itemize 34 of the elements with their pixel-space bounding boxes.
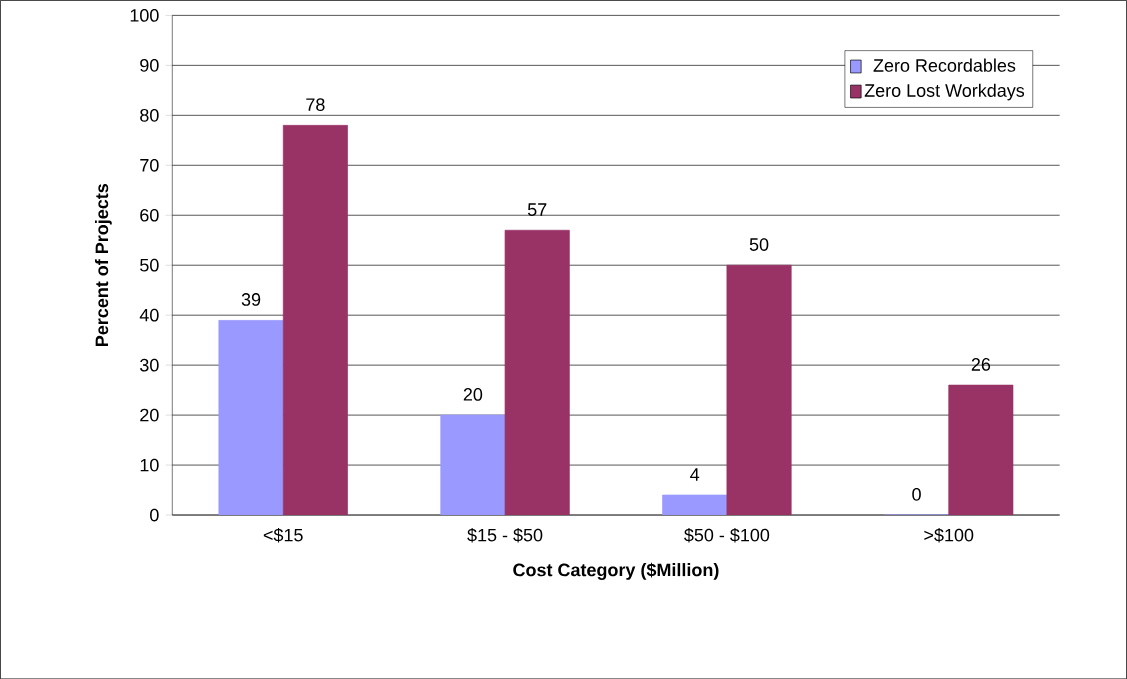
y-tick-label: 100 bbox=[130, 8, 159, 22]
x-tick-label: >$100 bbox=[924, 527, 974, 543]
y-tick-label: 40 bbox=[139, 308, 159, 322]
y-tick-label: 30 bbox=[140, 358, 159, 372]
x-axis-title: Cost Category ($Million) bbox=[513, 562, 719, 580]
bar bbox=[218, 319, 284, 515]
bar bbox=[440, 414, 506, 515]
x-tick-label: $15 - $50 bbox=[467, 527, 543, 543]
y-tick-label: 0 bbox=[150, 508, 159, 522]
y-tick-label: 80 bbox=[140, 108, 159, 122]
y-tick-label: 90 bbox=[140, 58, 159, 72]
y-tick-label: 50 bbox=[140, 258, 159, 272]
bar bbox=[504, 229, 570, 515]
bar bbox=[282, 124, 348, 515]
data-label: 78 bbox=[306, 98, 325, 111]
y-tick-label: 10 bbox=[140, 458, 159, 472]
legend-label: Zero Lost Workdays bbox=[864, 83, 1025, 101]
bar bbox=[726, 264, 792, 515]
data-label: 20 bbox=[463, 387, 483, 401]
y-tick-label: 60 bbox=[140, 208, 159, 222]
x-tick-label: $50 - $100 bbox=[684, 527, 770, 543]
y-tick-label: 20 bbox=[140, 408, 159, 422]
bar bbox=[948, 384, 1014, 515]
data-label: 39 bbox=[241, 292, 261, 306]
bar bbox=[662, 494, 728, 515]
y-axis-title: Percent of Projects bbox=[94, 183, 112, 346]
legend-label: Zero Recordables bbox=[873, 58, 1016, 72]
data-label: 50 bbox=[749, 238, 769, 251]
data-label: 0 bbox=[912, 487, 921, 501]
data-label: 26 bbox=[971, 357, 991, 371]
x-tick-label: <$15 bbox=[263, 527, 303, 543]
data-label: 4 bbox=[690, 468, 700, 481]
y-tick-label: 70 bbox=[140, 158, 159, 172]
data-label: 57 bbox=[527, 203, 547, 216]
